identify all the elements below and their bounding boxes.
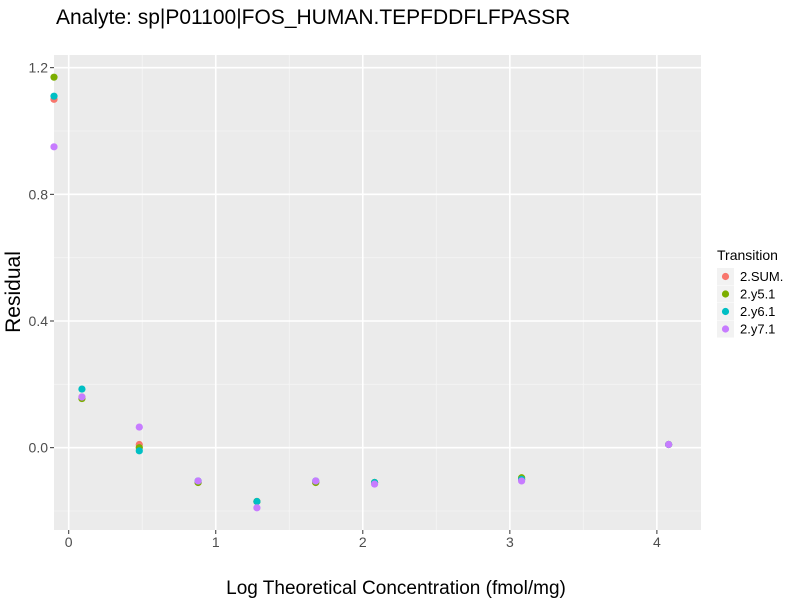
axis-layer: 0 1 2 3 4 0.0 0.4 0.8 1.2 — [29, 60, 661, 550]
data-point — [665, 440, 673, 449]
grid-layer — [54, 55, 701, 530]
chart-title: Analyte: sp|P01100|FOS_HUMAN.TEPFDDFLFPA… — [56, 6, 570, 29]
legend-marker — [721, 307, 730, 316]
legend-label: 2.y6.1 — [740, 304, 775, 319]
data-point — [312, 477, 320, 485]
data-point — [518, 477, 526, 485]
data-point — [78, 385, 86, 393]
x-axis-title: Log Theoretical Concentration (fmol/mg) — [226, 578, 566, 599]
x-tick-label: 4 — [653, 534, 661, 550]
data-point — [253, 497, 261, 506]
legend-items: 2.SUM. 2.y5.1 2.y6.1 2.y7.1 — [717, 268, 783, 338]
x-tick-label: 3 — [506, 534, 514, 550]
data-point — [253, 504, 261, 512]
data-point — [50, 92, 58, 100]
data-point — [194, 477, 202, 485]
legend-label: 2.y7.1 — [740, 322, 775, 337]
legend-title: Transition — [717, 247, 778, 263]
y-tick-label: 0.8 — [29, 186, 49, 202]
data-point — [50, 143, 58, 151]
x-tick-label: 1 — [212, 534, 220, 550]
legend-label: 2.SUM. — [740, 269, 783, 284]
plot-panel — [54, 55, 701, 530]
legend: Transition 2.SUM. 2.y5.1 2.y6.1 2.y7.1 — [717, 247, 783, 338]
legend-marker — [721, 325, 730, 333]
y-tick-label: 0.0 — [29, 440, 49, 456]
legend-marker — [721, 272, 730, 281]
data-point — [50, 73, 58, 81]
x-tick-label: 2 — [359, 534, 367, 550]
legend-label: 2.y5.1 — [740, 287, 775, 302]
y-axis-title: Residual — [2, 251, 25, 333]
data-point — [370, 480, 379, 488]
y-tick-label: 0.4 — [29, 313, 49, 329]
x-tick-label: 0 — [65, 534, 73, 550]
legend-marker — [721, 290, 730, 298]
point-layer — [50, 73, 673, 512]
data-point — [78, 393, 86, 401]
data-point — [135, 447, 143, 455]
data-point — [135, 423, 143, 431]
y-tick-label: 1.2 — [29, 60, 49, 76]
